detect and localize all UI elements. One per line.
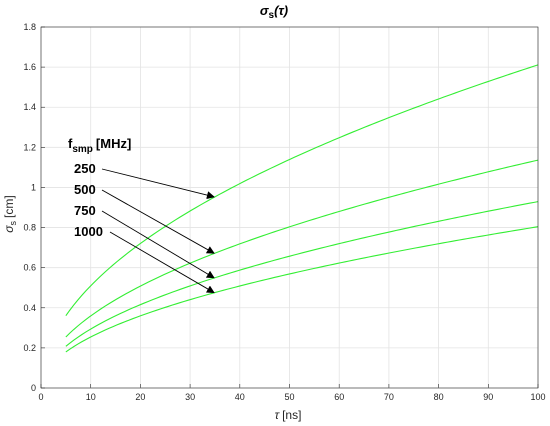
series-line-1000 (65, 226, 539, 353)
plot-area (40, 26, 539, 389)
x-tick-label: 40 (235, 392, 245, 402)
annotation-label-500: 500 (74, 182, 96, 197)
series-line-750 (65, 201, 539, 347)
x-tick-label: 80 (434, 392, 444, 402)
y-tick-label: 1.8 (23, 22, 36, 32)
x-tick-label: 50 (284, 392, 294, 402)
series-line-500 (65, 159, 539, 338)
annotation-label-1000: 1000 (74, 224, 103, 239)
grid-lines (40, 26, 539, 389)
y-tick-label: 1.2 (23, 142, 36, 152)
y-axis-label: σs[cm] (2, 195, 18, 232)
x-tick-label: 10 (86, 392, 96, 402)
y-tick-label: 0.8 (23, 223, 36, 233)
y-tick-label: 1.6 (23, 62, 36, 72)
x-tick-labels: 0 10 20 30 40 50 60 70 80 90 100 (38, 392, 545, 402)
x-tick-label: 30 (185, 392, 195, 402)
annotation-label-750: 750 (74, 203, 96, 218)
annotation-label-250: 250 (74, 161, 96, 176)
y-tick-label: 1 (31, 182, 36, 192)
annotation-arrow-1000 (109, 231, 215, 294)
chart-title: σs(τ) (260, 3, 288, 21)
x-tick-label: 0 (38, 392, 43, 402)
annotation-arrow-750 (101, 210, 215, 279)
series-line-250 (65, 64, 539, 317)
plot-frame (40, 26, 539, 389)
annotation-labels: 250 500 750 1000 (74, 161, 215, 294)
annotation-arrow-500 (101, 189, 215, 254)
x-tick-label: 60 (334, 392, 344, 402)
y-tick-label: 1.4 (23, 102, 36, 112)
x-tick-label: 90 (483, 392, 493, 402)
annotation-header: fsmp [MHz] (68, 136, 131, 155)
y-tick-label: 0.4 (23, 303, 36, 313)
y-tick-labels: 0 0.2 0.4 0.6 0.8 1 1.2 1.4 1.6 1.8 (23, 22, 36, 393)
y-tick-label: 0.2 (23, 343, 36, 353)
legend-annotation: fsmp [MHz] 250 500 750 1000 (68, 136, 215, 294)
x-tick-label: 20 (135, 392, 145, 402)
annotation-arrow-250 (101, 168, 215, 200)
x-tick-label: 70 (384, 392, 394, 402)
series-lines (65, 64, 539, 353)
x-tick-label: 100 (530, 392, 545, 402)
x-axis-label: τ [ns] (275, 408, 302, 422)
y-tick-label: 0.6 (23, 263, 36, 273)
y-tick-label: 0 (31, 383, 36, 393)
